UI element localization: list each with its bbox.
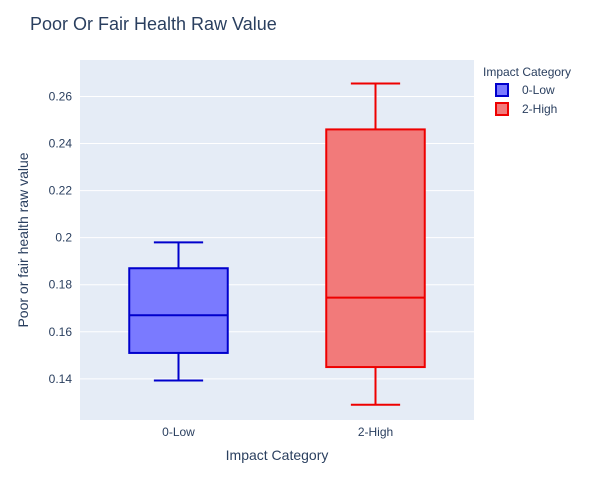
chart-title: Poor Or Fair Health Raw Value <box>30 14 277 34</box>
y-tick-label: 0.22 <box>49 184 73 198</box>
x-tick-labels: 0-Low 2-High <box>162 425 393 439</box>
box-2-High <box>325 82 426 406</box>
x-axis-title: Impact Category <box>226 447 329 463</box>
y-tick-labels: 0.14 0.16 0.18 0.2 0.22 0.24 0.26 <box>49 89 73 385</box>
legend: Impact Category 0-Low 2-High <box>483 65 571 116</box>
x-tick-label: 2-High <box>358 425 393 439</box>
iqr-box <box>325 128 426 369</box>
legend-title: Impact Category <box>483 65 571 79</box>
iqr-box <box>128 267 229 354</box>
y-tick-label: 0.24 <box>49 137 73 151</box>
legend-item-0-Low[interactable]: 0-Low <box>495 83 555 97</box>
box-0-Low <box>128 241 229 382</box>
legend-swatch <box>495 102 509 116</box>
box-traces <box>128 82 426 406</box>
legend-label: 0-Low <box>522 83 555 97</box>
legend-item-2-High[interactable]: 2-High <box>495 102 557 116</box>
x-tick-label: 0-Low <box>162 425 195 439</box>
y-tick-label: 0.18 <box>49 278 73 292</box>
y-tick-label: 0.16 <box>49 325 73 339</box>
legend-swatch <box>495 83 509 97</box>
y-axis-title: Poor or fair health raw value <box>15 152 31 327</box>
y-tick-label: 0.2 <box>55 231 72 245</box>
y-tick-label: 0.26 <box>49 89 73 103</box>
legend-label: 2-High <box>522 102 557 116</box>
y-tick-label: 0.14 <box>49 372 73 386</box>
